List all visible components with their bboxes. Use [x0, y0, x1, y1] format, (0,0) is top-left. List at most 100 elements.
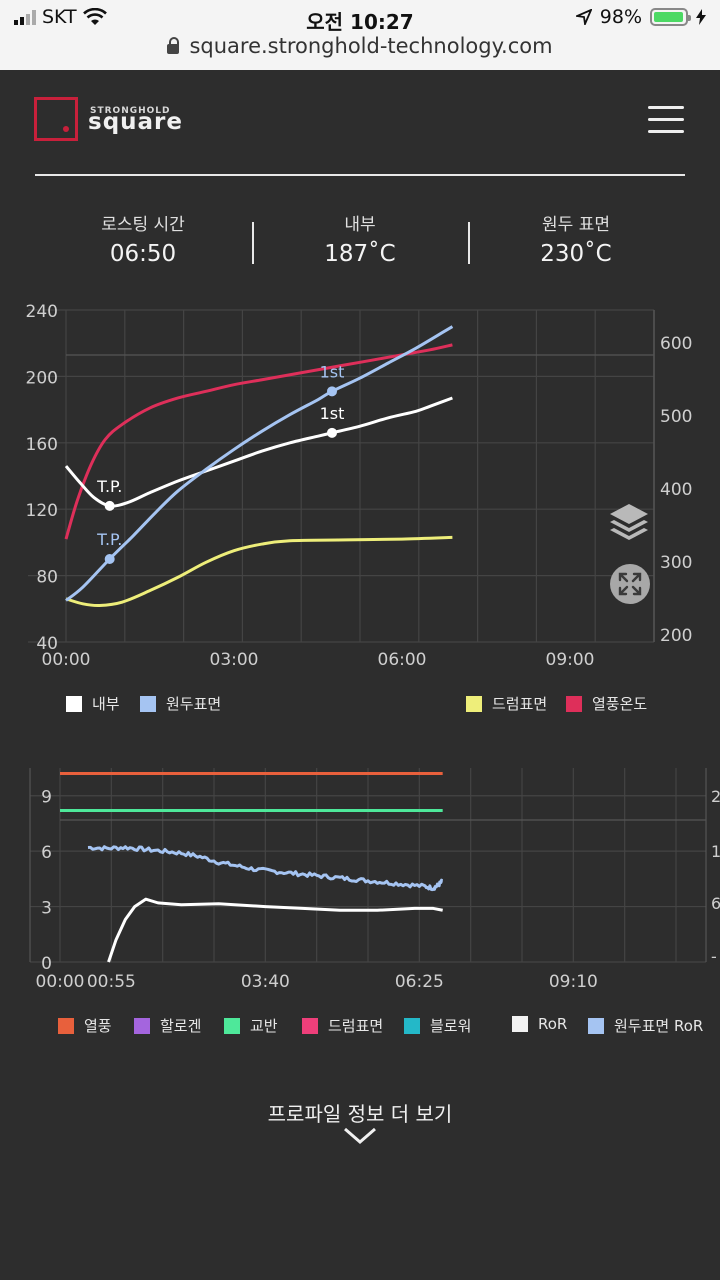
- legend-label: 블로워: [430, 1017, 472, 1035]
- battery-percent: 98%: [599, 6, 642, 28]
- series-line-드럼표면: [65, 535, 453, 608]
- battery-icon: [650, 8, 691, 26]
- series-line-열풍온도: [64, 343, 453, 540]
- legend-swatch: [404, 1017, 420, 1034]
- legend-label: 원두표면: [166, 695, 222, 713]
- stat-bean-surface: 원두 표면 230˚C: [466, 210, 686, 267]
- y-left-tick-label: 120: [26, 501, 58, 521]
- inner-tp-marker: [104, 500, 115, 511]
- carrier-area: SKT: [14, 6, 107, 28]
- logo-mark-icon: [34, 97, 78, 141]
- chevron-down-icon[interactable]: [343, 1126, 377, 1146]
- legend-swatch: [302, 1017, 318, 1034]
- expand-arrows-icon: [618, 572, 642, 596]
- series-line-원두표면: [65, 325, 454, 602]
- x-tick-label: 09:10: [549, 972, 598, 992]
- inner-tp-label: T.P.: [96, 477, 122, 496]
- legend-label: 열풍: [84, 1017, 112, 1035]
- x-tick-label: 06:00: [378, 650, 427, 670]
- lock-icon: [167, 37, 180, 54]
- y-right-tick-label: 500: [660, 407, 692, 427]
- legend-item-bean-ror[interactable]: 원두표면 RoR: [588, 1015, 703, 1036]
- stat-label: 원두 표면: [542, 215, 610, 235]
- logo-brand-big: square: [88, 109, 183, 135]
- y-right-tick-label: 2: [711, 787, 720, 806]
- legend-item-inner[interactable]: 내부: [66, 693, 120, 714]
- legend-label: 교반: [250, 1017, 278, 1035]
- y-left-tick-label: 160: [26, 435, 58, 455]
- status-bar: SKT 오전 10:27 98% square.stronghold-techn…: [0, 0, 720, 70]
- x-tick-label: 09:00: [546, 650, 595, 670]
- y-right-tick-label: 300: [660, 553, 692, 573]
- legend-item-agitator[interactable]: 교반: [224, 1015, 278, 1036]
- y-right-tick-label: -: [711, 947, 717, 966]
- legend-label: 드럼표면: [328, 1017, 384, 1035]
- status-time: 오전 10:27: [306, 10, 414, 34]
- fullscreen-button[interactable]: [610, 564, 650, 604]
- more-profile-info-link[interactable]: 프로파일 정보 더 보기: [267, 1102, 453, 1126]
- wifi-icon: [82, 8, 107, 25]
- charging-bolt-icon: [696, 9, 706, 25]
- y-left-tick-label: 80: [36, 568, 58, 588]
- legend-label: 할로겐: [160, 1017, 202, 1035]
- x-tick-label: 00:00: [36, 972, 85, 992]
- legend-item-blower[interactable]: 블로워: [404, 1015, 471, 1036]
- bean-tp-marker: [104, 554, 115, 564]
- y-left-tick-label: 6: [41, 843, 52, 863]
- layers-icon: [610, 504, 648, 540]
- series-line-원두표면 RoR: [87, 845, 444, 892]
- legend-item-ror[interactable]: RoR: [512, 1015, 567, 1033]
- stat-value: 230˚C: [540, 241, 612, 267]
- inner-first-crack-label: 1st: [320, 404, 345, 423]
- y-left-tick-label: 0: [41, 954, 52, 974]
- legend-swatch: [134, 1017, 150, 1034]
- legend-label: 드럼표면: [492, 695, 548, 713]
- y-right-tick-label: 400: [660, 480, 692, 500]
- legend-label: RoR: [538, 1015, 568, 1033]
- y-right-tick-label: 15: [711, 842, 720, 861]
- legend-swatch: [466, 695, 482, 712]
- layers-button[interactable]: [608, 502, 650, 548]
- y-left-tick-label: 240: [26, 302, 58, 322]
- url-text: square.stronghold-technology.com: [189, 34, 553, 58]
- inner-first-crack-marker: [327, 427, 337, 438]
- x-tick-label: 00:00: [42, 650, 91, 670]
- y-left-tick-label: 40: [36, 634, 58, 654]
- x-tick-label: 06:25: [395, 972, 444, 992]
- legend-item-drum-surface[interactable]: 드럼표면: [466, 693, 547, 714]
- legend-swatch: [566, 695, 582, 712]
- stat-divider: [468, 222, 470, 264]
- x-tick-label: 03:00: [210, 650, 259, 670]
- address-bar[interactable]: square.stronghold-technology.com: [0, 34, 720, 58]
- signal-icon: [14, 9, 36, 25]
- bean-first-crack-marker: [327, 386, 337, 397]
- legend-item-hot-air-power[interactable]: 열풍: [58, 1015, 112, 1036]
- stat-divider: [252, 222, 254, 264]
- legend-swatch: [58, 1017, 74, 1034]
- logo-brand-small: STRONGHOLD: [90, 106, 171, 116]
- legend-item-bean-surface[interactable]: 원두표면: [140, 693, 221, 714]
- legend-label: 열풍온도: [592, 695, 648, 713]
- legend-item-halogen[interactable]: 할로겐: [134, 1015, 201, 1036]
- y-right-tick-label: 600: [660, 334, 692, 354]
- y-left-tick-label: 200: [26, 368, 58, 388]
- y-left-tick-label: 9: [41, 788, 52, 808]
- stat-roasting-time: 로스팅 시간 06:50: [33, 210, 253, 267]
- stat-value: 06:50: [109, 241, 177, 267]
- temperature-chart[interactable]: 240 200 160 120 80 40 600 500 400 300 200 00:00 03:0…: [0, 300, 720, 680]
- series-line-RoR: [107, 897, 443, 963]
- battery-area: 98%: [575, 6, 706, 28]
- bean-first-crack-label: 1st: [320, 362, 345, 381]
- y-left-tick-label: 3: [41, 899, 52, 919]
- legend-item-drum-surface-2[interactable]: 드럼표면: [302, 1015, 383, 1036]
- series-line-내부: [64, 396, 453, 508]
- header-divider: [35, 174, 685, 176]
- legend-swatch: [588, 1017, 604, 1034]
- stat-label: 로스팅 시간: [101, 215, 185, 235]
- legend-item-hot-air[interactable]: 열풍온도: [566, 693, 647, 714]
- hamburger-menu-button[interactable]: [648, 106, 684, 136]
- stat-inner-temp: 내부 187˚C: [250, 210, 470, 267]
- battery-level: [654, 12, 684, 22]
- legend-label: 원두표면 RoR: [614, 1017, 704, 1035]
